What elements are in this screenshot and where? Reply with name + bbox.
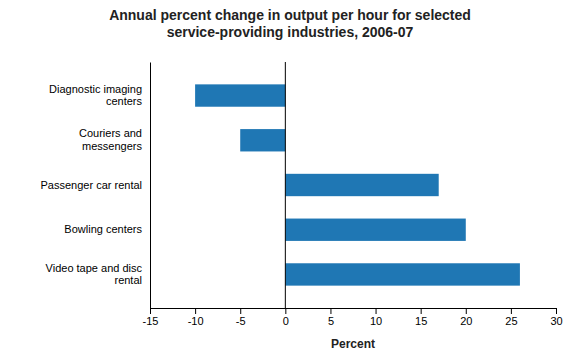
bar (285, 174, 438, 196)
x-tick-label: 0 (283, 315, 289, 327)
y-axis: Video tape and discrental Bowling centers… (41, 63, 151, 309)
x-tick: 5 (328, 308, 334, 327)
y-axis-line (150, 63, 151, 309)
x-tick-label: 25 (505, 315, 517, 327)
x-tick-mark (285, 308, 286, 314)
zero-line (285, 62, 286, 308)
x-tick: 20 (460, 308, 472, 327)
x-tick-mark (421, 308, 422, 314)
bar (285, 263, 520, 285)
x-tick: 0 (283, 308, 289, 327)
x-tick-mark (511, 308, 512, 314)
y-tick: Couriers andmessengers (79, 127, 150, 152)
chart: Annual percent change in output per hour… (0, 0, 580, 360)
y-tick-label: Video tape and discrental (46, 262, 143, 287)
x-tick-label: -5 (236, 315, 246, 327)
x-tick-label: -15 (143, 315, 159, 327)
bar (285, 219, 465, 241)
x-tick-label: 30 (550, 315, 562, 327)
x-tick-label: 20 (460, 315, 472, 327)
bar (195, 84, 285, 106)
x-axis-line (151, 309, 557, 315)
x-tick-mark (195, 308, 196, 314)
x-axis-title: Percent (331, 337, 375, 351)
x-tick: -10 (188, 308, 204, 327)
y-tick: Passenger car rental (41, 179, 151, 191)
plot: -15 -10 -5 0 5 10 15 20 25 30 Video tape and discr… (41, 62, 563, 327)
y-tick-label: Bowling centers (64, 223, 142, 235)
x-tick: 15 (415, 308, 427, 327)
x-tick: 10 (370, 308, 382, 327)
x-tick-label: -10 (188, 315, 204, 327)
x-tick: 30 (550, 308, 562, 327)
y-tick-label: Passenger car rental (41, 179, 143, 191)
y-tick-label: Couriers andmessengers (79, 127, 142, 152)
x-tick-mark (466, 308, 467, 314)
x-tick-label: 5 (328, 315, 334, 327)
y-tick-label: Diagnostic imagingcenters (49, 83, 142, 108)
y-tick: Bowling centers (64, 223, 150, 235)
x-tick-label: 15 (415, 315, 427, 327)
x-tick-mark (556, 308, 557, 314)
bar (240, 129, 285, 151)
x-tick-mark (330, 308, 331, 314)
x-tick-mark (376, 308, 377, 314)
bars (195, 84, 520, 285)
x-tick-mark (150, 308, 151, 314)
y-tick: Video tape and discrental (46, 262, 150, 287)
x-tick: 25 (505, 308, 517, 327)
x-tick: -15 (143, 308, 159, 327)
y-tick: Diagnostic imagingcenters (49, 83, 150, 108)
x-tick-label: 10 (370, 315, 382, 327)
x-tick: -5 (236, 308, 246, 327)
x-axis: -15 -10 -5 0 5 10 15 20 25 30 (143, 308, 563, 327)
x-tick-mark (240, 308, 241, 314)
title: Annual percent change in output per hour… (109, 7, 471, 40)
